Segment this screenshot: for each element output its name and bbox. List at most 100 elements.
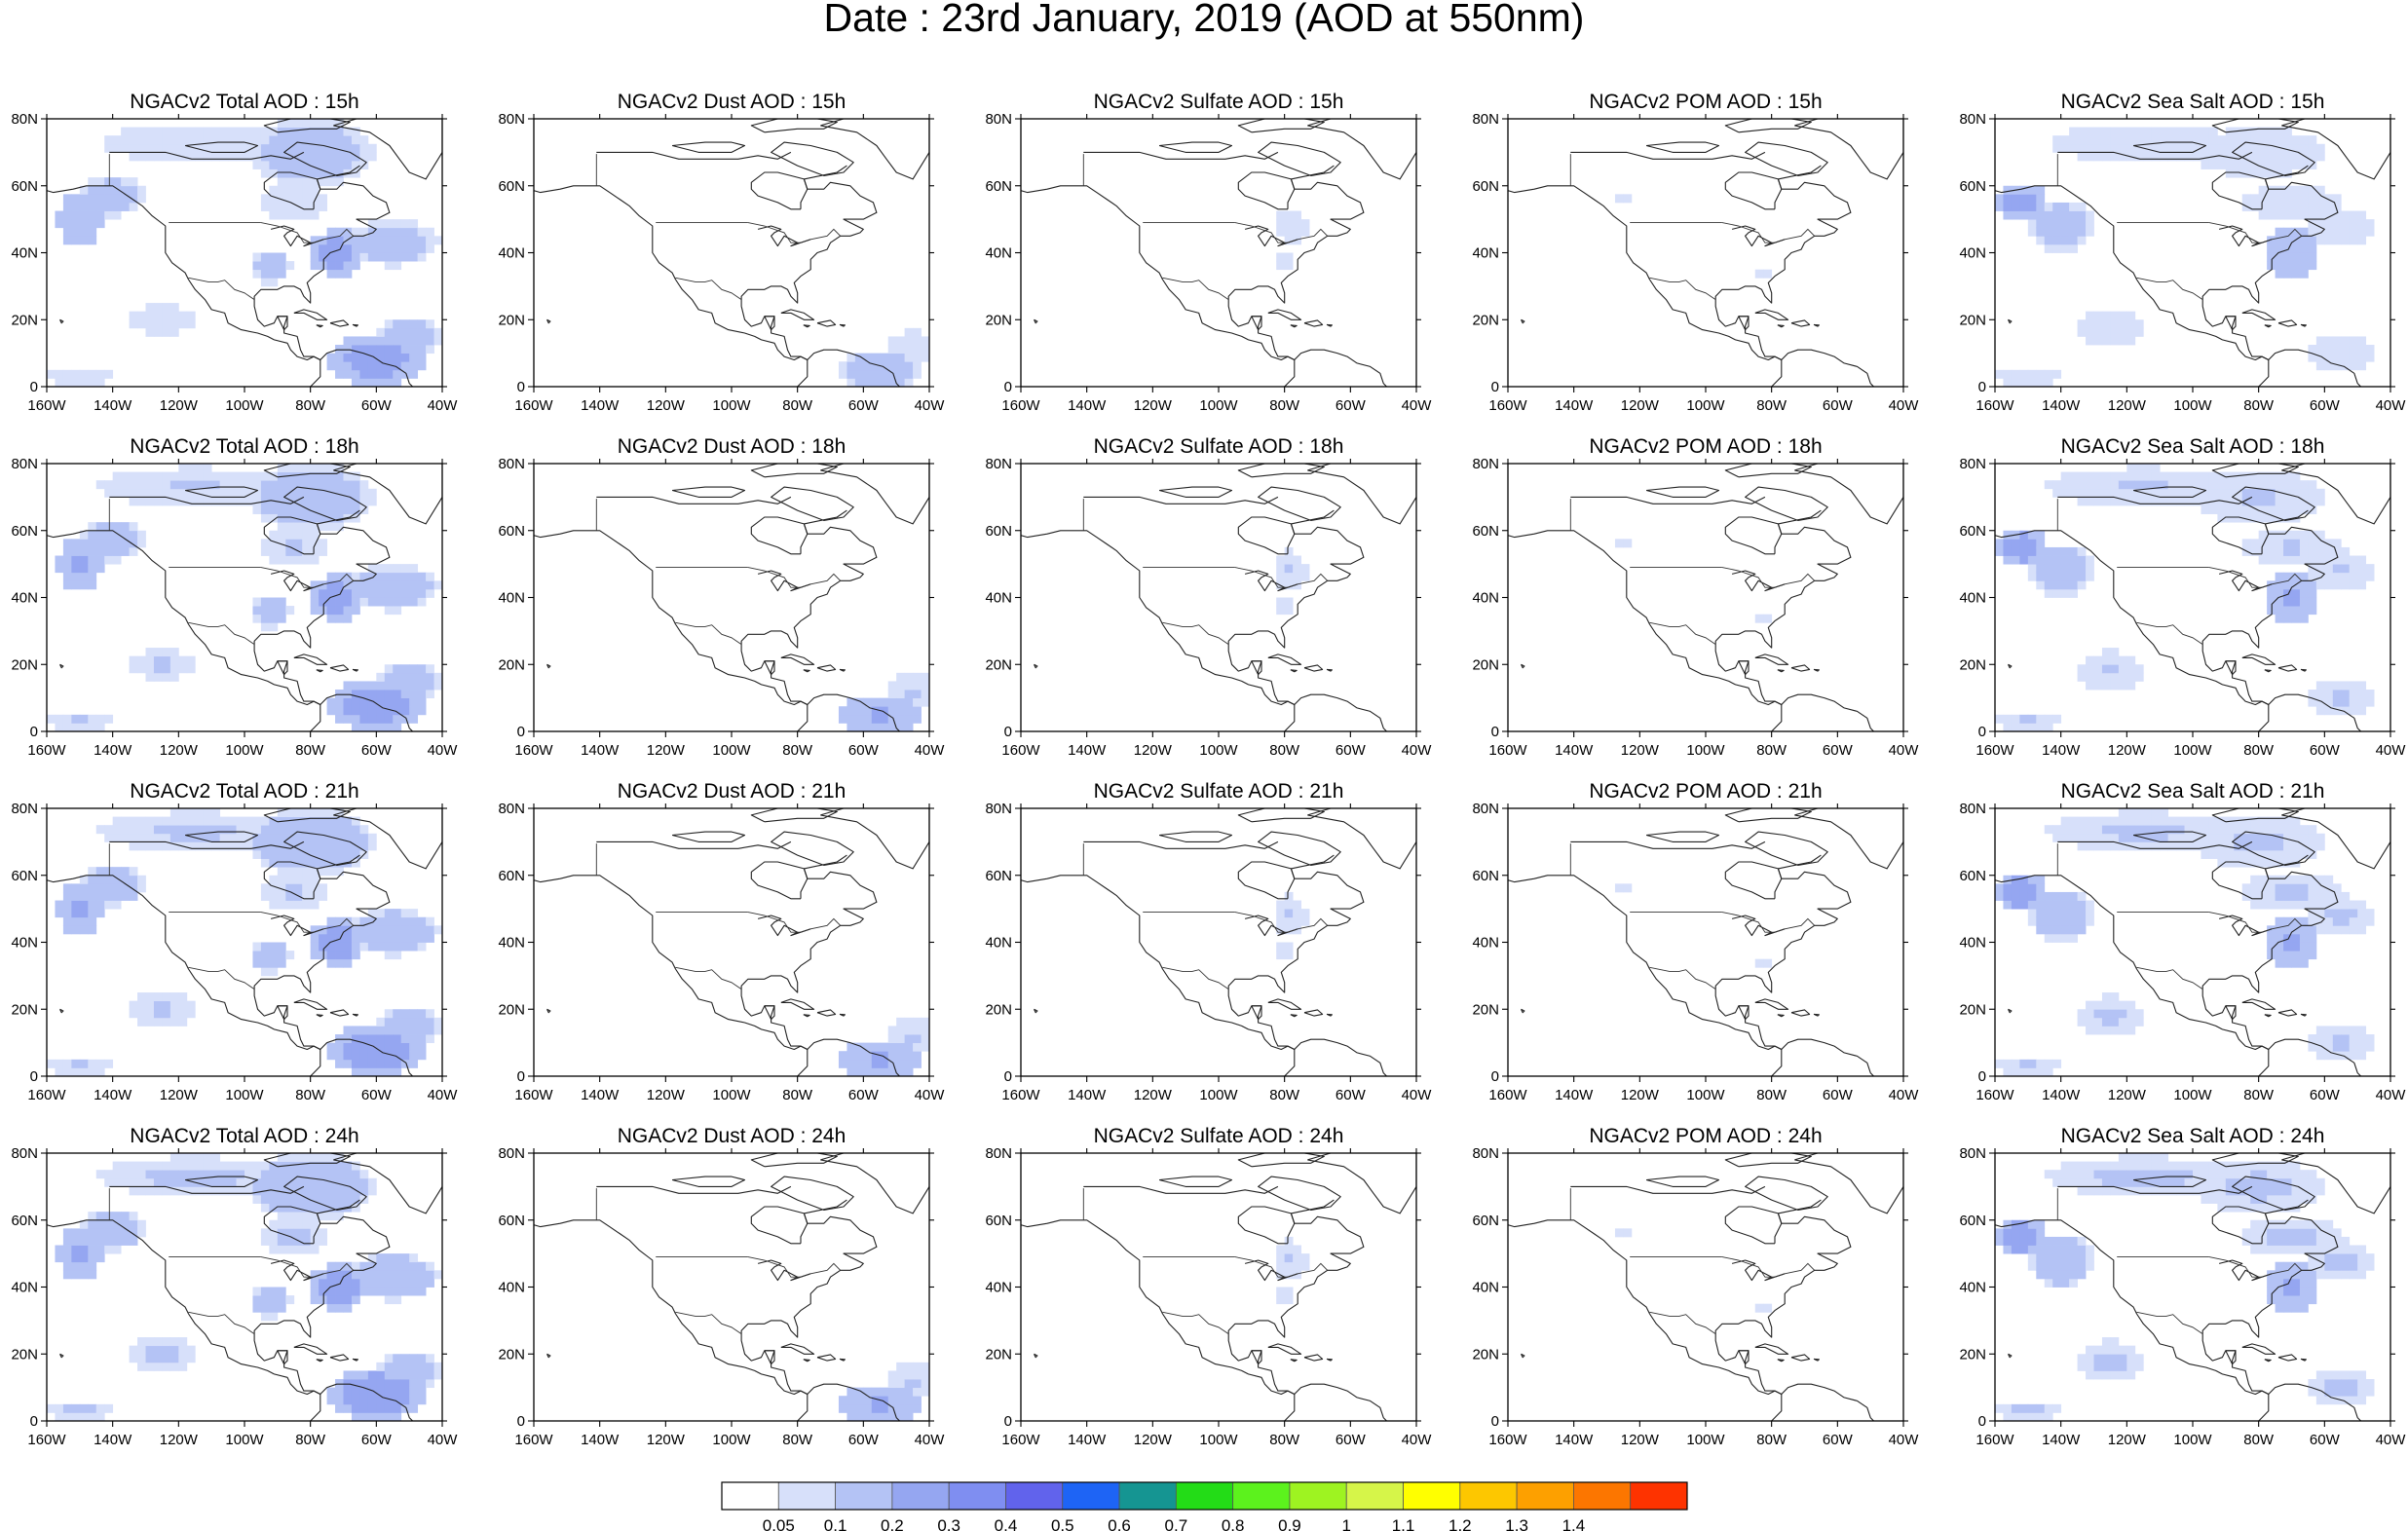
aod-cell (129, 1000, 138, 1010)
aod-cell (351, 597, 360, 607)
aod-cell (269, 160, 279, 169)
coastline (596, 151, 792, 160)
coastline (1738, 1005, 1750, 1021)
aod-cell (88, 1412, 97, 1421)
aod-cell (2250, 1170, 2260, 1179)
aod-cell (129, 816, 138, 826)
aod-cell (838, 1051, 847, 1061)
aod-cell (269, 480, 279, 490)
aod-cell (62, 891, 72, 901)
aod-cell (351, 858, 360, 868)
aod-cell (2275, 849, 2284, 859)
aod-cell (400, 1026, 410, 1035)
x-tick-label: 120W (647, 1432, 686, 1448)
x-tick-label: 140W (2042, 742, 2081, 759)
aod-cell (433, 236, 442, 245)
aod-cell (384, 951, 394, 960)
aod-cell (2283, 135, 2292, 145)
aod-cell (260, 1303, 270, 1313)
aod-cell (2093, 1354, 2103, 1363)
aod-cell (2044, 219, 2053, 229)
aod-cell (2267, 825, 2276, 835)
coastline (546, 1353, 551, 1359)
aod-cell (887, 723, 897, 731)
aod-cell (2044, 1270, 2053, 1280)
aod-cell (2324, 1051, 2334, 1061)
aod-cell (351, 1278, 360, 1288)
aod-cell (310, 555, 320, 565)
aod-cell (367, 580, 377, 590)
coastline (270, 915, 324, 937)
aod-cell (2258, 497, 2268, 506)
aod-cell (2308, 480, 2317, 490)
aod-cell (79, 227, 89, 237)
aod-cell (2291, 1219, 2301, 1229)
aod-cell (145, 488, 155, 498)
aod-cell (384, 319, 394, 329)
aod-cell (2299, 1236, 2309, 1246)
aod-cell (2324, 345, 2334, 355)
aod-cell (871, 1051, 881, 1061)
aod-cell (2134, 1009, 2144, 1019)
aod-cell (326, 1194, 336, 1204)
aod-cell (2126, 1370, 2136, 1380)
aod-cell (104, 546, 114, 556)
aod-cell (2101, 1000, 2111, 1010)
aod-cell (236, 816, 245, 826)
aod-cell (2019, 202, 2029, 211)
x-tick-label: 40W (1402, 397, 1433, 414)
aod-cell (367, 497, 377, 506)
aod-cell (2217, 143, 2227, 153)
aod-cell (2093, 1161, 2103, 1171)
aod-cell (2341, 925, 2351, 935)
aod-cell (2332, 690, 2342, 699)
aod-cell (417, 925, 427, 935)
y-tick-label: 20N (11, 1346, 38, 1363)
aod-cell (2324, 580, 2334, 590)
aod-cell (260, 194, 270, 204)
aod-cell (2151, 841, 2161, 851)
aod-cell (162, 816, 171, 826)
aod-cell (269, 555, 279, 565)
coastline (1777, 1359, 1785, 1363)
aod-cell (145, 833, 155, 842)
aod-cell (2003, 723, 2013, 731)
map-outline (534, 464, 929, 731)
aod-cell (319, 951, 327, 960)
aod-cell (409, 942, 419, 952)
aod-cell (393, 361, 402, 371)
aod-cell (71, 925, 81, 935)
aod-cell (409, 1379, 419, 1389)
aod-cell (219, 497, 229, 506)
aod-cell (2167, 841, 2177, 851)
aod-cell (2324, 697, 2334, 707)
aod-cell (2283, 1236, 2292, 1246)
aod-cell (2134, 464, 2144, 472)
aod-cell (2283, 916, 2292, 926)
aod-cell (2283, 1295, 2292, 1305)
aod-cell (269, 1170, 279, 1179)
aod-cell (112, 480, 122, 490)
aod-cell (2241, 1177, 2251, 1187)
aod-cell (269, 858, 279, 868)
aod-cell (896, 681, 906, 691)
aod-cell (162, 488, 171, 498)
aod-cell (2143, 152, 2153, 162)
aod-cell (2176, 1170, 2185, 1179)
aod-cell (203, 488, 212, 498)
y-tick-label: 60N (11, 868, 38, 884)
aod-cell (112, 530, 122, 540)
aod-cell (88, 555, 97, 565)
aod-cell (88, 883, 97, 893)
x-tick-label: 160W (27, 397, 66, 414)
aod-cell (2052, 480, 2062, 490)
aod-cell (2283, 143, 2292, 153)
aod-cell (2077, 925, 2087, 935)
aod-cell (169, 816, 179, 826)
aod-cell (121, 135, 130, 145)
aod-cell (367, 378, 377, 387)
aod-cell (195, 808, 205, 817)
aod-cell (384, 1051, 394, 1061)
aod-cell (376, 327, 386, 337)
aod-cell (2060, 243, 2070, 253)
